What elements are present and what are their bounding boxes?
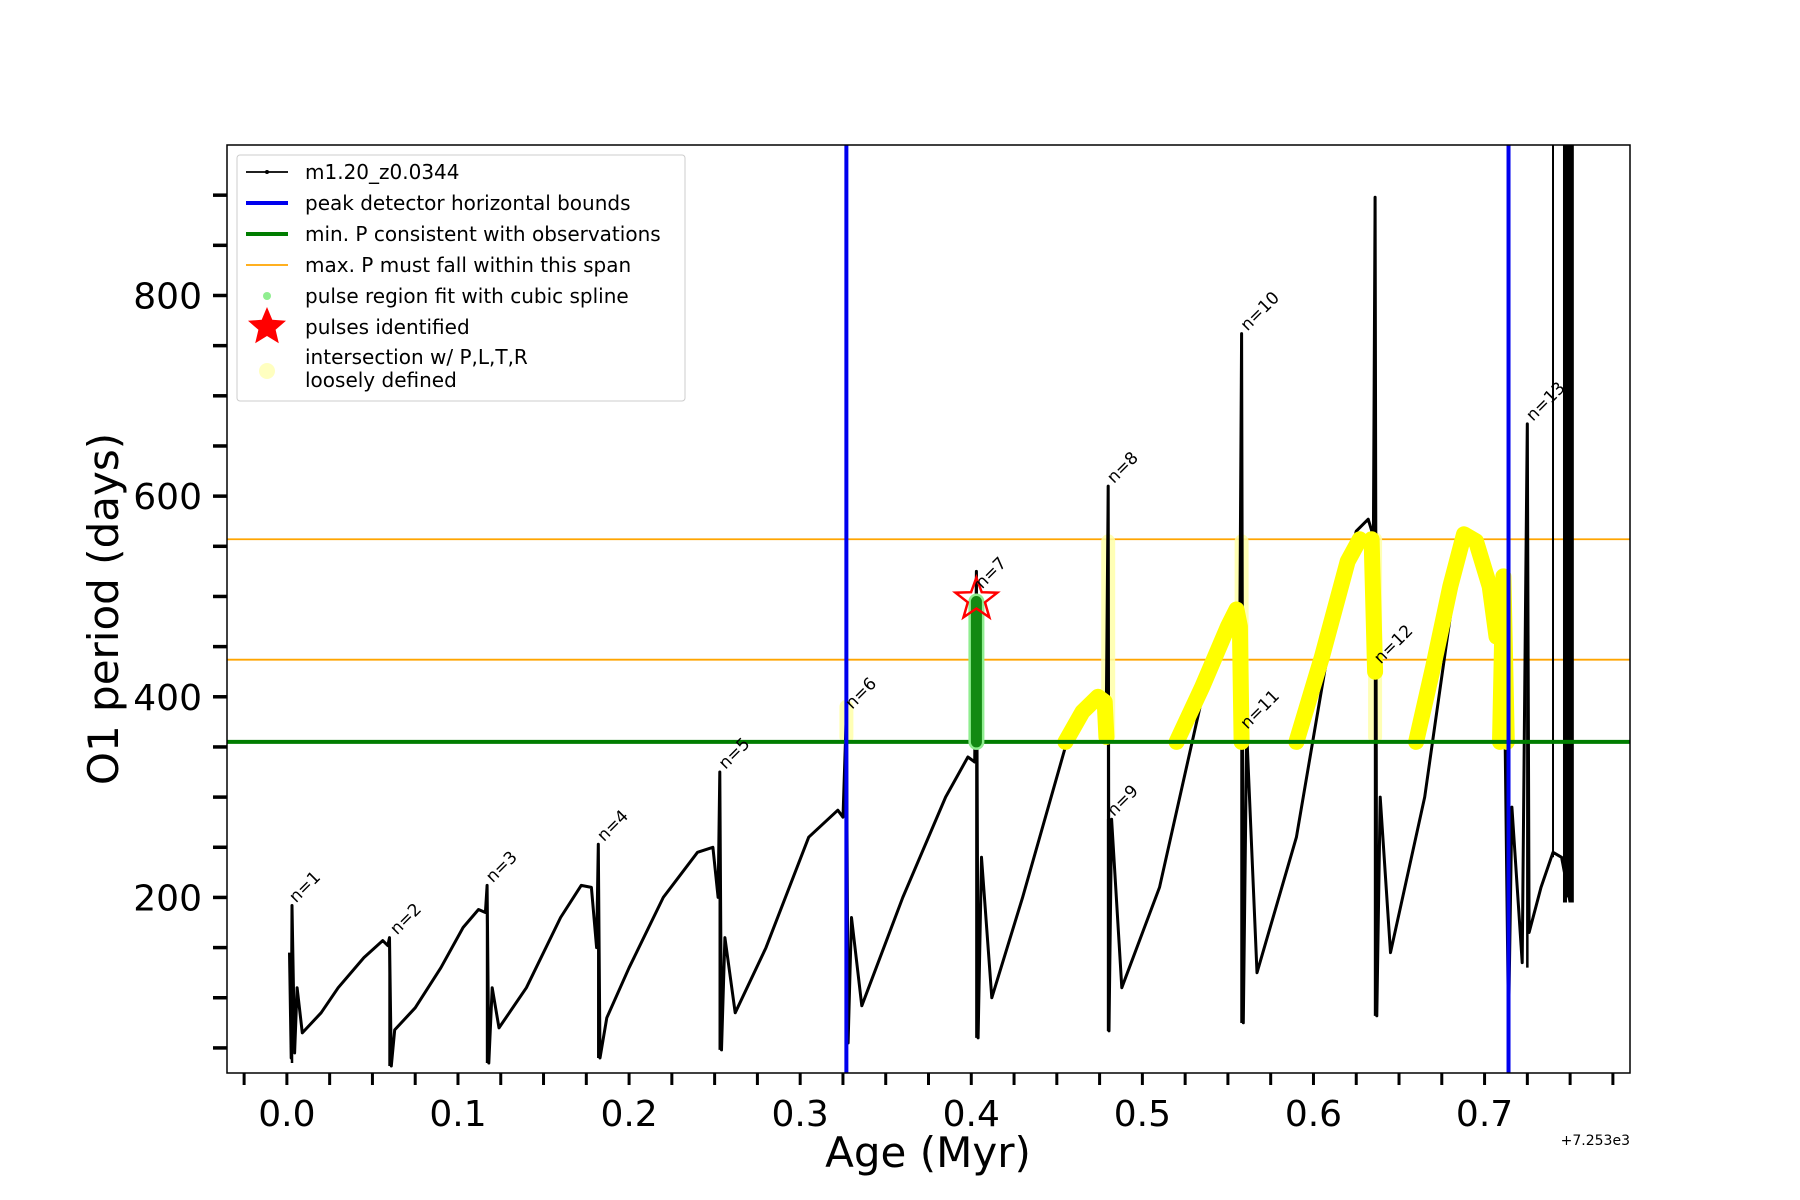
y-tick-label-1: 200 bbox=[133, 878, 202, 919]
intersection-segment-3 bbox=[1288, 531, 1368, 750]
legend-entry-pulses: pulses identified bbox=[248, 307, 470, 344]
intersection-segment-4 bbox=[1363, 531, 1384, 680]
intersection-segment-6 bbox=[1492, 568, 1515, 750]
intersection-segment-5 bbox=[1408, 526, 1505, 750]
x-tick-label-2: 0.1 bbox=[429, 1094, 486, 1135]
x-tick-label-6: 0.5 bbox=[1114, 1094, 1171, 1135]
x-tick-label-7: 0.6 bbox=[1285, 1094, 1342, 1135]
y-tick-label-3: 600 bbox=[133, 477, 202, 518]
legend-entry-intersection: intersection w/ P,L,T,R loosely defined bbox=[259, 345, 528, 392]
x-offset-label: +7.253e3 bbox=[1561, 1133, 1630, 1149]
x-tick-label-4: 0.3 bbox=[772, 1094, 829, 1135]
y-tick-label-4: 800 bbox=[133, 276, 202, 317]
pulse-identified-star bbox=[952, 573, 1001, 621]
legend-label-track: m1.20_z0.0344 bbox=[305, 160, 460, 184]
legend-entry-track: m1.20_z0.0344 bbox=[246, 160, 460, 184]
legend-entry-min-period: min. P consistent with observations bbox=[246, 222, 661, 246]
legend-entry-max-period: max. P must fall within this span bbox=[246, 253, 631, 277]
intersection-segment-1 bbox=[1057, 688, 1115, 750]
legend-label-intersection: intersection w/ P,L,T,R bbox=[305, 345, 528, 369]
legend-label-pulses: pulses identified bbox=[305, 315, 470, 339]
series-line-1 bbox=[288, 195, 1572, 1068]
x-tick-label-5: 0.4 bbox=[943, 1094, 1000, 1135]
legend-label-bounds: peak detector horizontal bounds bbox=[305, 191, 631, 215]
x-tick-label-1: 0.0 bbox=[258, 1094, 315, 1135]
legend: m1.20_z0.0344 peak detector horizontal b… bbox=[236, 154, 686, 402]
x-tick-label-3: 0.2 bbox=[600, 1094, 657, 1135]
legend-label-spline: pulse region fit with cubic spline bbox=[305, 284, 629, 308]
data-layer bbox=[227, 145, 1630, 1073]
legend-label-max-period: max. P must fall within this span bbox=[305, 253, 631, 277]
y-axis-title: O1 period (days) bbox=[79, 433, 128, 785]
y-tick-label-2: 400 bbox=[133, 678, 202, 719]
legend-entry-spline: pulse region fit with cubic spline bbox=[263, 284, 629, 308]
legend-box bbox=[236, 154, 686, 402]
axis-layer: 0.0 0.1 0.2 0.3 0.4 0.5 0.6 0.7 200 400 600 800 bbox=[133, 193, 1615, 1135]
legend-label-intersection-2: loosely defined bbox=[305, 368, 457, 392]
legend-label-min-period: min. P consistent with observations bbox=[305, 222, 661, 246]
legend-star-icon bbox=[248, 307, 286, 344]
x-axis-title: Age (Myr) bbox=[825, 1128, 1031, 1177]
legend-entry-bounds: peak detector horizontal bounds bbox=[246, 191, 631, 215]
intersection-segment-2 bbox=[1168, 601, 1250, 750]
x-tick-label-8: 0.7 bbox=[1456, 1094, 1513, 1135]
